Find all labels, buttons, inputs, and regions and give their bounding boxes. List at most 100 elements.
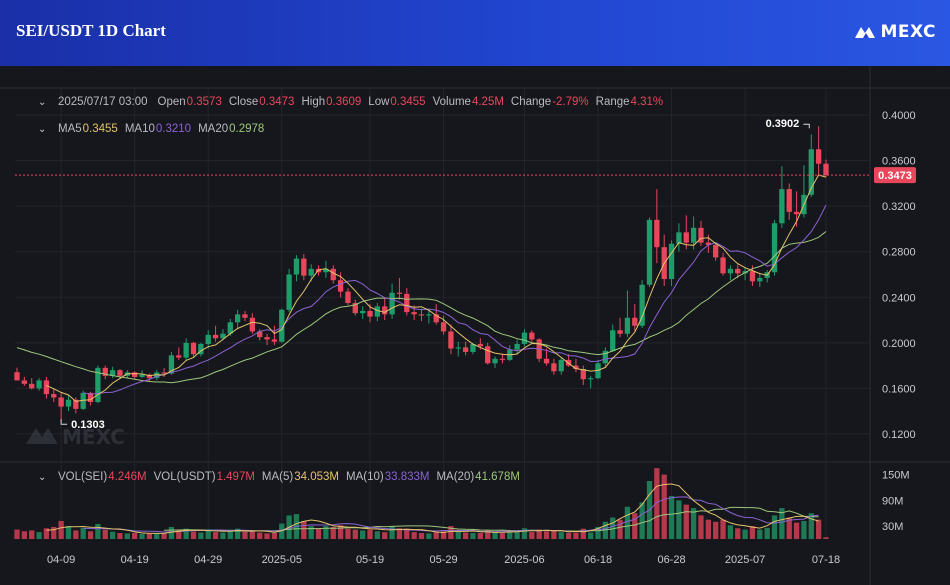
volume-bar	[779, 508, 785, 539]
legend-close-label: Close	[228, 96, 259, 108]
candle-body	[492, 358, 498, 364]
candle-body	[176, 355, 182, 358]
legend-range-value: 4.31%	[630, 96, 664, 108]
candle-body	[102, 367, 108, 376]
volume-bar	[499, 532, 506, 539]
candle-body	[558, 359, 564, 372]
ohlc-legend: ⌄ 2025/07/17 03:00 Open 0.3573 Close 0.3…	[38, 96, 663, 108]
candle-body	[279, 309, 285, 342]
volume-bar	[668, 496, 675, 539]
candle-body	[470, 343, 476, 352]
volume-bar	[742, 529, 748, 539]
candle-body	[411, 312, 417, 315]
volume-bar	[485, 530, 491, 539]
volume-tick-label: 30M	[882, 521, 903, 533]
candle-body	[757, 277, 763, 282]
volume-bar	[404, 528, 410, 539]
volume-bar	[433, 532, 439, 539]
volume-bar	[396, 528, 403, 539]
volume-bar	[771, 515, 778, 539]
volume-bar	[418, 532, 425, 539]
volume-bar	[161, 533, 167, 539]
watermark-text: MEXC	[62, 425, 125, 449]
candle-body	[51, 394, 57, 398]
volume-bar	[183, 528, 189, 539]
volume-bar	[51, 526, 57, 539]
volume-bar	[551, 530, 557, 539]
candle-body	[815, 149, 822, 164]
candle-body	[543, 358, 550, 364]
legend-open-value: 0.3573	[186, 96, 222, 108]
volume-bar	[58, 520, 64, 539]
volume-bar	[242, 531, 248, 539]
candle-body	[551, 363, 557, 372]
volume-bar	[154, 532, 160, 539]
candle-body	[676, 232, 682, 244]
candle-body	[117, 370, 123, 376]
candle-body	[514, 343, 520, 350]
volume-bar	[168, 526, 175, 539]
legend-low-value: 0.3455	[390, 96, 426, 108]
y-tick-label: 0.2400	[882, 292, 916, 304]
candle-body	[639, 284, 645, 326]
candle-body	[168, 355, 175, 374]
current-price-label: 0.3473	[878, 170, 912, 182]
candle-body	[154, 372, 160, 379]
chart-panel[interactable]: 0.4000 0.3600 0.3200 0.2800 0.2400 0.2000 0.16…	[0, 66, 950, 585]
volume-bar	[470, 532, 476, 539]
candle-body	[646, 219, 653, 285]
legend-change-label: Change	[510, 96, 552, 108]
chevron-down-icon[interactable]: ⌄	[38, 96, 47, 108]
volume-bar	[43, 528, 50, 539]
mexc-logo-icon	[855, 27, 876, 38]
y-tick-label: 0.2800	[882, 247, 916, 259]
volume-bar	[117, 532, 123, 539]
candle-body	[29, 383, 35, 389]
candle-body	[205, 334, 211, 344]
candle-body	[462, 347, 469, 352]
volume-bar	[345, 528, 351, 539]
legend-ma10-label: MA10	[124, 123, 155, 135]
candlestick-chart[interactable]: 0.4000 0.3600 0.3200 0.2800 0.2400 0.2000 0.16…	[0, 66, 950, 585]
chevron-down-icon[interactable]: ⌄	[38, 123, 47, 135]
brand-name: MEXC	[880, 22, 936, 42]
y-tick-label: 0.1200	[882, 429, 916, 441]
volume-bar	[521, 528, 528, 539]
volume-bar	[80, 527, 86, 539]
candle-body	[786, 189, 792, 212]
legend-vol-ma5-label: MA(5)	[261, 471, 294, 483]
candle-body	[654, 219, 660, 248]
volume-bar	[573, 532, 579, 539]
volume-bar	[36, 532, 42, 539]
volume-bar	[367, 529, 373, 539]
volume-bar	[330, 526, 336, 539]
candle-body	[617, 330, 623, 334]
volume-bar	[73, 530, 79, 539]
chevron-down-icon[interactable]: ⌄	[38, 471, 47, 483]
y-tick-label: 0.4000	[882, 110, 916, 122]
volume-bar	[536, 529, 542, 539]
volume-bar	[617, 519, 623, 539]
candle-body	[720, 257, 726, 274]
candle-body	[330, 268, 336, 281]
candle-body	[367, 310, 373, 317]
volume-bar	[360, 530, 366, 539]
volume-bar	[198, 532, 204, 539]
volume-bar	[713, 521, 719, 539]
volume-bar	[815, 519, 822, 539]
volume-bar	[764, 527, 770, 539]
volume-bar	[227, 529, 233, 539]
volume-bar	[29, 530, 35, 539]
candle-body	[249, 317, 255, 332]
candle-body	[418, 314, 425, 316]
candle-body	[727, 268, 734, 274]
ma-legend: ⌄ MA5 0.3455 MA10 0.3210 MA20 0.2978	[38, 123, 264, 135]
candle-body	[698, 227, 704, 243]
candle-body	[808, 149, 814, 195]
volume-bar	[14, 529, 20, 539]
volume-bar	[514, 530, 520, 539]
x-tick-label: 06-28	[657, 554, 685, 566]
legend-ma20-label: MA20	[198, 123, 229, 135]
ma5-line	[46, 174, 827, 402]
volume-bar	[411, 532, 417, 539]
